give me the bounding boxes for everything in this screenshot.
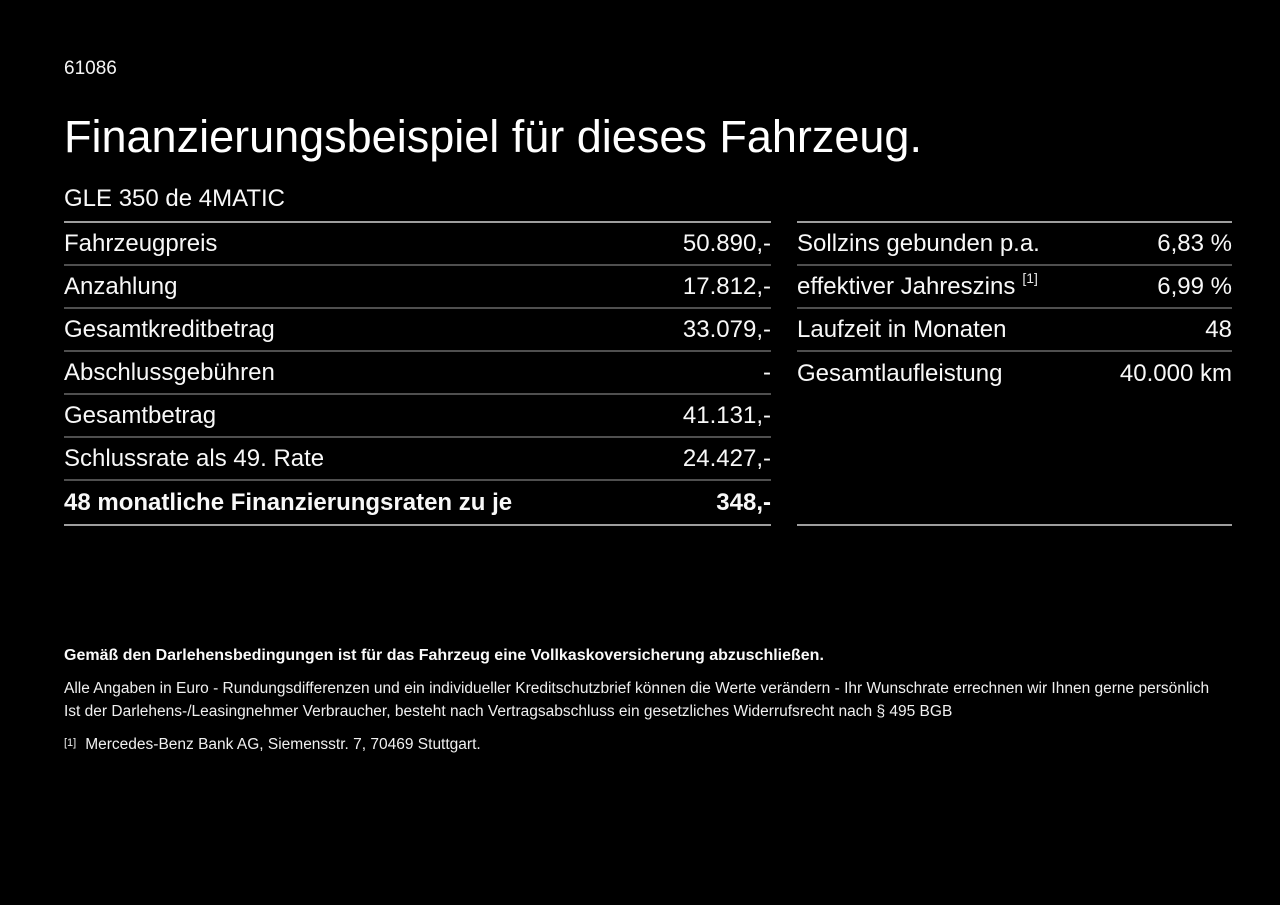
table-row-monthly-rate: 48 monatliche Finanzierungsraten zu je 3… xyxy=(64,481,771,524)
table-row: Gesamtkreditbetrag 33.079,- xyxy=(64,309,771,352)
disclaimer-line: Ist der Darlehens-/Leasingnehmer Verbrau… xyxy=(64,703,953,720)
row-label-text: effektiver Jahreszins xyxy=(797,273,1016,300)
row-label: Anzahlung xyxy=(64,272,178,300)
vehicle-model: GLE 350 de 4MATIC xyxy=(64,185,285,212)
table-row: Abschlussgebühren - xyxy=(64,352,771,395)
table-row: effektiver Jahreszins [1] 6,99 % xyxy=(797,266,1232,309)
row-label: Gesamtbetrag xyxy=(64,401,217,429)
finance-table: Fahrzeugpreis 50.890,- Anzahlung 17.812,… xyxy=(64,221,771,526)
row-label: Schlussrate als 49. Rate xyxy=(64,444,325,472)
row-label: Sollzins gebunden p.a. xyxy=(797,229,1047,258)
row-value: 6,83 % xyxy=(1157,229,1232,257)
row-label: Abschlussgebühren xyxy=(64,358,275,386)
row-value: 50.890,- xyxy=(682,229,771,257)
footer-notes: Gemäß den Darlehensbedingungen ist für d… xyxy=(64,647,1240,754)
row-label: 48 monatliche Finanzierungsraten zu je xyxy=(64,488,513,516)
row-label-text: Sollzins gebunden p.a. xyxy=(797,230,1040,257)
page-title: Finanzierungsbeispiel für dieses Fahrzeu… xyxy=(64,111,922,162)
tables-container: Fahrzeugpreis 50.890,- Anzahlung 17.812,… xyxy=(64,221,1240,526)
row-value: 6,99 % xyxy=(1157,272,1232,300)
footnote-marker: [1] xyxy=(64,737,77,749)
insurance-note: Gemäß den Darlehensbedingungen ist für d… xyxy=(64,647,824,664)
row-value: 41.131,- xyxy=(682,401,771,429)
footnote: [1] Mercedes-Benz Bank AG, Siemensstr. 7,… xyxy=(64,736,1240,754)
row-value: - xyxy=(763,358,771,386)
disclaimer-paragraph: Alle Angaben in Euro - Rundungsdifferenz… xyxy=(64,677,1240,723)
row-value: 48 xyxy=(1205,315,1232,343)
row-value: 33.079,- xyxy=(682,315,771,343)
table-row: Gesamtlaufleistung 40.000 km xyxy=(797,352,1232,395)
table-row: Schlussrate als 49. Rate 24.427,- xyxy=(64,438,771,481)
table-row: Sollzins gebunden p.a. 6,83 % xyxy=(797,223,1232,266)
table-row: Fahrzeugpreis 50.890,- xyxy=(64,223,771,266)
disclaimer-line: Alle Angaben in Euro - Rundungsdifferenz… xyxy=(64,680,1210,697)
document-number: 61086 xyxy=(64,58,117,79)
row-label: Gesamtkreditbetrag xyxy=(64,315,275,343)
row-value: 24.427,- xyxy=(682,444,771,472)
row-label: Fahrzeugpreis xyxy=(64,229,218,257)
row-label-text: Gesamtlaufleistung xyxy=(797,360,1003,387)
table-row: Anzahlung 17.812,- xyxy=(64,266,771,309)
footnote-ref: [1] xyxy=(1022,270,1038,286)
conditions-table: Sollzins gebunden p.a. 6,83 % effektiver… xyxy=(797,221,1232,526)
table-row: Laufzeit in Monaten 48 xyxy=(797,309,1232,352)
row-value: 348,- xyxy=(716,488,771,516)
footnote-text: Mercedes-Benz Bank AG, Siemensstr. 7, 70… xyxy=(85,736,481,753)
table-row: Gesamtbetrag 41.131,- xyxy=(64,395,771,438)
row-value: 17.812,- xyxy=(682,272,771,300)
row-label: Gesamtlaufleistung xyxy=(797,359,1009,388)
row-value: 40.000 km xyxy=(1119,359,1232,387)
row-label: Laufzeit in Monaten xyxy=(797,315,1013,344)
row-label-text: Laufzeit in Monaten xyxy=(797,316,1007,343)
row-label: effektiver Jahreszins [1] xyxy=(797,270,1038,301)
